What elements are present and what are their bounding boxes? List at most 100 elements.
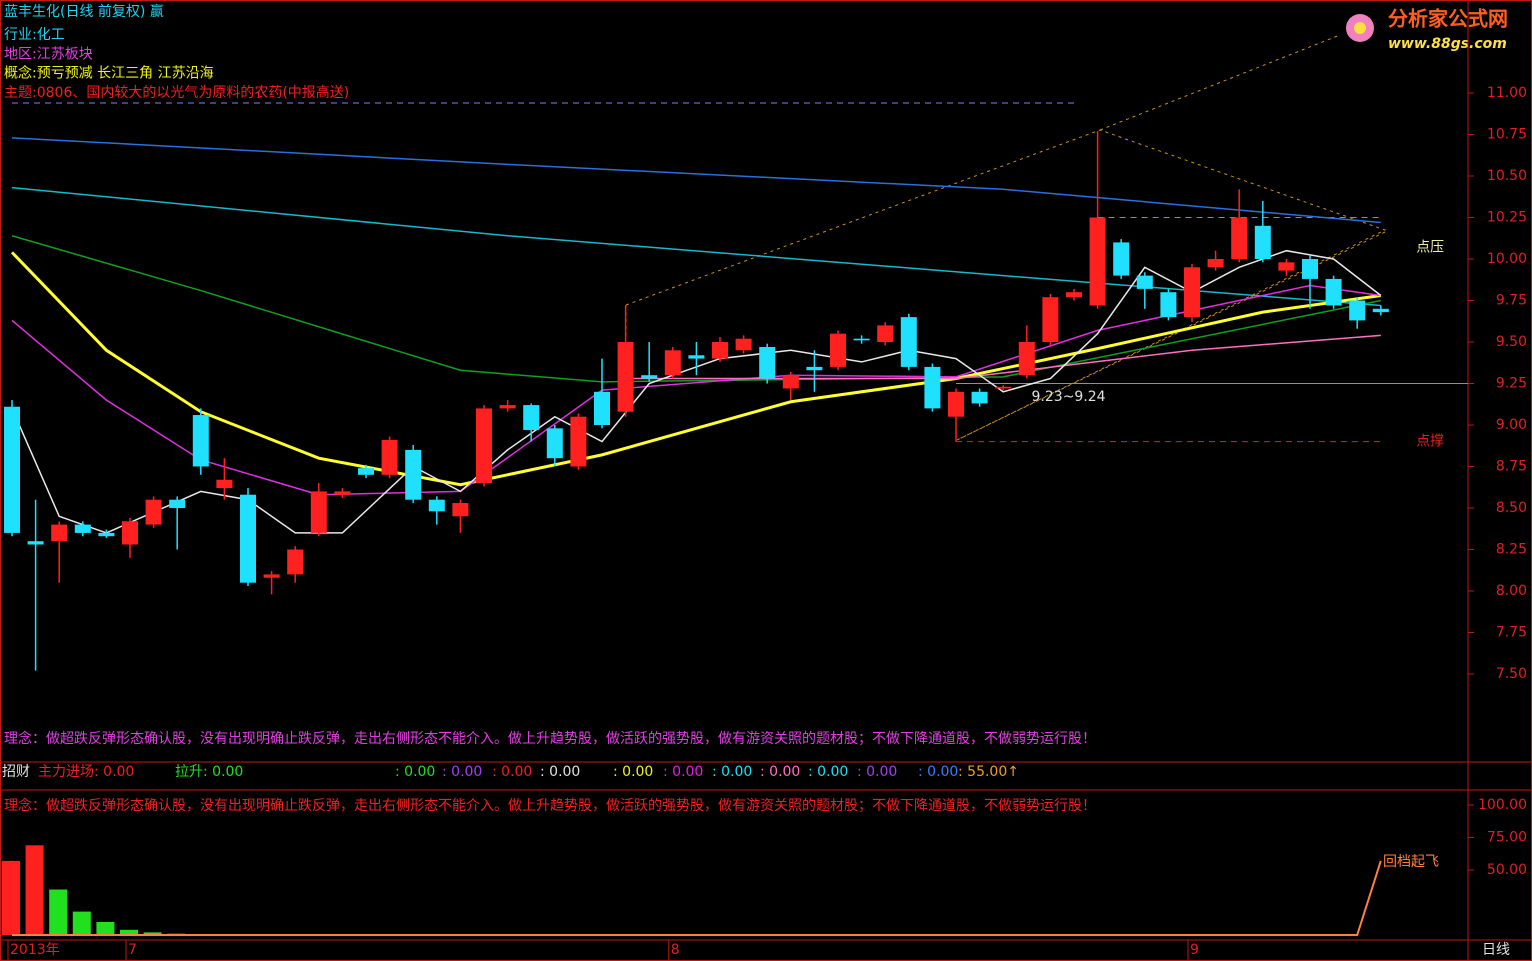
info-value: 化工 bbox=[37, 27, 65, 43]
indicator-item: : 0.00 bbox=[540, 764, 580, 780]
candle-body bbox=[830, 333, 846, 367]
bar bbox=[143, 932, 162, 935]
candle-body bbox=[523, 405, 540, 430]
y-tick-label: 8.25 bbox=[1496, 542, 1527, 558]
candle-body bbox=[287, 549, 304, 575]
candle-body bbox=[594, 391, 610, 425]
y-tick-label: 75.00 bbox=[1487, 830, 1527, 846]
candle-body bbox=[806, 366, 823, 371]
indicator-item: : 0.00 bbox=[712, 764, 752, 780]
logo-url: www.88gs.com bbox=[1388, 36, 1507, 52]
indicator-item: : 0.00 bbox=[857, 764, 897, 780]
candle-body bbox=[664, 350, 681, 376]
x-tick-label: 7 bbox=[128, 942, 137, 958]
indicator-item: 主力进场: 0.00 bbox=[38, 764, 134, 780]
info-label: 概念: bbox=[4, 65, 37, 82]
candle-body bbox=[428, 499, 445, 512]
candle-body bbox=[169, 499, 186, 508]
info-value: 预亏预减 长江三角 江苏沿海 bbox=[37, 66, 214, 82]
candle-body bbox=[27, 541, 44, 545]
ma-line bbox=[11, 186, 1381, 307]
y-tick-label: 9.25 bbox=[1496, 376, 1527, 392]
candle-body bbox=[617, 342, 634, 412]
y-tick-label: 7.75 bbox=[1496, 625, 1527, 641]
candle-body bbox=[1372, 308, 1389, 313]
candle-body bbox=[971, 391, 988, 404]
period-label: 日线 bbox=[1482, 942, 1510, 958]
candle-body bbox=[74, 524, 91, 533]
indicator-item: : 0.00 bbox=[492, 764, 532, 780]
y-tick-label: 7.50 bbox=[1496, 666, 1527, 682]
candle-body bbox=[1325, 278, 1342, 306]
candle-body bbox=[1018, 342, 1035, 376]
candle-body bbox=[358, 468, 374, 475]
y-tick-label: 9.75 bbox=[1496, 293, 1527, 309]
x-tick-label: 2013年 bbox=[10, 942, 60, 958]
bar bbox=[72, 911, 91, 935]
candle-body bbox=[1089, 217, 1106, 306]
candle-body bbox=[1254, 225, 1271, 259]
indicator-item: : 55.00↑ bbox=[958, 764, 1019, 780]
indicator-item: 拉升: 0.00 bbox=[175, 764, 243, 780]
candle-body bbox=[4, 406, 20, 533]
candle-body bbox=[334, 491, 351, 495]
candle-body bbox=[1231, 217, 1248, 259]
y-tick-label: 10.00 bbox=[1487, 251, 1527, 267]
candle-body bbox=[98, 532, 115, 537]
candle-body bbox=[405, 449, 422, 500]
indicator-item: : 0.00 bbox=[613, 764, 653, 780]
candle-body bbox=[1066, 292, 1082, 298]
x-tick-label: 9 bbox=[1190, 942, 1199, 958]
ma-line bbox=[11, 137, 1381, 224]
candle-body bbox=[546, 428, 563, 459]
candle-body bbox=[1302, 259, 1318, 279]
logo-icon bbox=[1354, 22, 1366, 34]
candle-body bbox=[900, 317, 917, 367]
candle-body bbox=[1160, 292, 1177, 318]
candle-body bbox=[1207, 259, 1224, 268]
bar bbox=[2, 860, 20, 935]
y-tick-label: 10.25 bbox=[1487, 210, 1527, 226]
candle-body bbox=[712, 342, 728, 359]
candle-body bbox=[877, 325, 894, 342]
y-tick-label: 10.75 bbox=[1487, 127, 1527, 143]
y-tick-label: 8.75 bbox=[1496, 459, 1527, 475]
indicator-item: : 0.00 bbox=[918, 764, 958, 780]
ma-line bbox=[10, 251, 1382, 487]
ma-line bbox=[12, 860, 1382, 936]
candle-body bbox=[853, 338, 870, 341]
note: 理念：做超跌反弹形态确认股，没有出现明确止跌反弹，走出右侧形态不能介入。做上升趋… bbox=[4, 797, 1096, 814]
candle-body bbox=[1042, 297, 1059, 342]
candle-body bbox=[948, 391, 964, 417]
indicator-item: : 0.00 bbox=[442, 764, 482, 780]
indicator-item: : 0.00 bbox=[760, 764, 800, 780]
indicator-item: : 0.00 bbox=[395, 764, 435, 780]
line-label: 回档起飞 bbox=[1383, 854, 1439, 870]
y-tick-label: 100.00 bbox=[1478, 797, 1527, 813]
candle-body bbox=[1136, 275, 1153, 289]
y-tick-label: 9.50 bbox=[1496, 334, 1527, 350]
candle-body bbox=[1184, 267, 1200, 318]
annotation: 点撑 bbox=[1416, 434, 1444, 450]
trend-line bbox=[625, 129, 1387, 441]
candle-body bbox=[759, 346, 776, 379]
indicator-name: 招财 bbox=[2, 764, 30, 780]
y-tick-label: 50.00 bbox=[1487, 862, 1527, 878]
annotation: 点压 bbox=[1416, 239, 1444, 255]
candle-body bbox=[145, 499, 162, 525]
info-label: 主题: bbox=[4, 85, 37, 101]
chart-title: 蓝丰生化(日线 前复权) 赢 bbox=[4, 3, 164, 20]
bar bbox=[96, 922, 115, 935]
candle-body bbox=[263, 574, 280, 578]
note: 理念：做超跌反弹形态确认股，没有出现明确止跌反弹，走出右侧形态不能介入。做上升趋… bbox=[4, 730, 1096, 747]
bar bbox=[25, 845, 44, 935]
candle-body bbox=[1113, 242, 1130, 276]
annotation: 9.23~9.24 bbox=[1032, 389, 1106, 405]
candle-body bbox=[240, 494, 256, 583]
y-tick-label: 8.00 bbox=[1496, 583, 1527, 599]
y-tick-label: 11.00 bbox=[1487, 85, 1527, 101]
candle-body bbox=[570, 416, 587, 467]
candle-body bbox=[688, 355, 705, 359]
info-label: 地区: bbox=[4, 46, 37, 62]
